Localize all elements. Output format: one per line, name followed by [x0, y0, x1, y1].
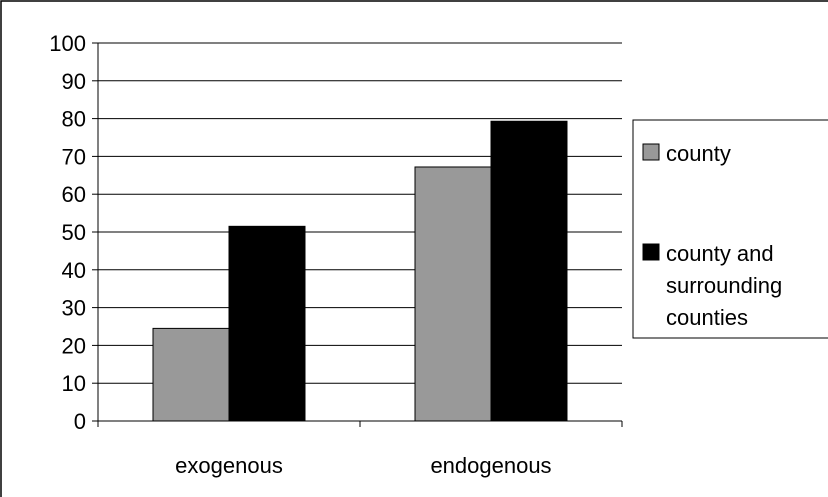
- y-tick-label: 10: [62, 371, 86, 396]
- legend-swatch: [642, 243, 660, 261]
- legend-label: surrounding: [666, 273, 782, 298]
- x-category-label: exogenous: [175, 453, 283, 478]
- x-category-labels: exogenous endogenous: [175, 453, 551, 478]
- legend-label: counties: [666, 305, 748, 330]
- legend-swatch: [642, 143, 660, 161]
- axes: [92, 42, 623, 427]
- y-tick-label: 30: [62, 296, 86, 321]
- y-tick-label: 60: [62, 182, 86, 207]
- y-tick-label: 100: [49, 31, 86, 56]
- y-tick-label: 0: [74, 409, 86, 434]
- y-tick-label: 80: [62, 107, 86, 132]
- legend: county county and surrounding counties: [632, 119, 828, 339]
- legend-label: county: [666, 141, 731, 166]
- y-tick-label: 20: [62, 333, 86, 358]
- legend-box: [632, 119, 828, 339]
- y-tick-labels: 0 10 20 30 40 50 60 70 80 90 100: [49, 31, 86, 434]
- bars: [152, 120, 568, 422]
- bar-endogenous-series-1: [490, 120, 568, 422]
- bar-exogenous-series-1: [228, 225, 306, 422]
- y-tick-label: 90: [62, 69, 86, 94]
- legend-label: county and: [666, 241, 774, 266]
- y-tick-label: 40: [62, 258, 86, 283]
- y-tick-label: 50: [62, 220, 86, 245]
- x-category-label: endogenous: [430, 453, 551, 478]
- bar-exogenous-series-0: [152, 327, 230, 422]
- bar-endogenous-series-0: [414, 166, 492, 422]
- y-tick-label: 70: [62, 144, 86, 169]
